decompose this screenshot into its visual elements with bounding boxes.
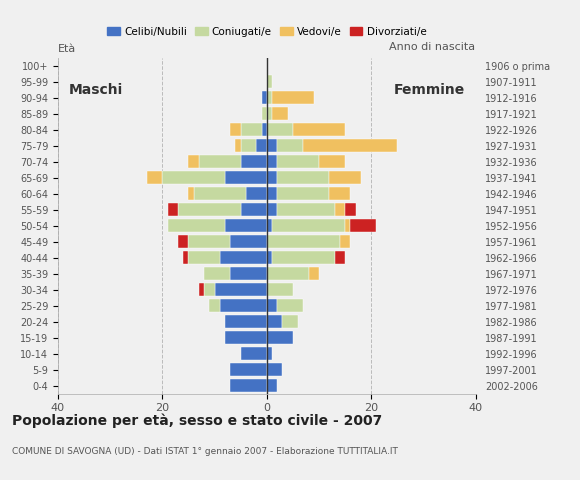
Bar: [204, 267, 230, 280]
Bar: [277, 139, 303, 152]
Bar: [335, 204, 345, 216]
Bar: [188, 235, 230, 248]
Bar: [272, 91, 314, 104]
Bar: [256, 139, 267, 152]
Bar: [262, 123, 267, 136]
Bar: [277, 204, 335, 216]
Bar: [303, 139, 397, 152]
Bar: [267, 219, 272, 232]
Bar: [267, 283, 293, 296]
Bar: [345, 219, 350, 232]
Text: Maschi: Maschi: [68, 83, 123, 96]
Bar: [267, 348, 272, 360]
Bar: [204, 283, 215, 296]
Bar: [225, 171, 267, 184]
Bar: [225, 219, 267, 232]
Bar: [277, 171, 329, 184]
Bar: [267, 204, 277, 216]
Bar: [277, 187, 329, 200]
Bar: [188, 187, 194, 200]
Bar: [220, 300, 267, 312]
Bar: [188, 252, 220, 264]
Bar: [267, 267, 309, 280]
Bar: [350, 219, 376, 232]
Bar: [209, 300, 220, 312]
Bar: [267, 300, 277, 312]
Bar: [178, 204, 241, 216]
Bar: [267, 379, 277, 392]
Bar: [309, 267, 319, 280]
Bar: [168, 219, 225, 232]
Text: Anno di nascita: Anno di nascita: [390, 42, 476, 51]
Bar: [162, 171, 225, 184]
Bar: [267, 331, 293, 344]
Bar: [168, 204, 178, 216]
Bar: [241, 156, 267, 168]
Text: Femmine: Femmine: [394, 83, 465, 96]
Bar: [262, 108, 267, 120]
Bar: [329, 187, 350, 200]
Text: Popolazione per età, sesso e stato civile - 2007: Popolazione per età, sesso e stato civil…: [12, 413, 382, 428]
Bar: [277, 300, 303, 312]
Bar: [277, 156, 319, 168]
Bar: [335, 252, 345, 264]
Bar: [215, 283, 267, 296]
Bar: [267, 75, 272, 88]
Bar: [282, 315, 298, 328]
Bar: [183, 252, 188, 264]
Bar: [319, 156, 345, 168]
Text: COMUNE DI SAVOGNA (UD) - Dati ISTAT 1° gennaio 2007 - Elaborazione TUTTITALIA.IT: COMUNE DI SAVOGNA (UD) - Dati ISTAT 1° g…: [12, 446, 397, 456]
Bar: [241, 348, 267, 360]
Bar: [272, 108, 288, 120]
Bar: [267, 187, 277, 200]
Bar: [267, 171, 277, 184]
Bar: [267, 252, 272, 264]
Bar: [241, 123, 262, 136]
Bar: [267, 315, 282, 328]
Bar: [178, 235, 188, 248]
Bar: [199, 156, 241, 168]
Bar: [345, 204, 356, 216]
Bar: [241, 139, 256, 152]
Bar: [267, 139, 277, 152]
Bar: [267, 123, 293, 136]
Bar: [246, 187, 267, 200]
Bar: [147, 171, 162, 184]
Bar: [267, 91, 272, 104]
Bar: [241, 204, 267, 216]
Legend: Celibi/Nubili, Coniugati/e, Vedovi/e, Divorziati/e: Celibi/Nubili, Coniugati/e, Vedovi/e, Di…: [103, 23, 430, 41]
Bar: [188, 156, 199, 168]
Bar: [194, 187, 246, 200]
Bar: [293, 123, 345, 136]
Bar: [230, 379, 267, 392]
Bar: [199, 283, 204, 296]
Bar: [230, 363, 267, 376]
Bar: [267, 235, 340, 248]
Bar: [272, 252, 335, 264]
Bar: [272, 219, 345, 232]
Bar: [235, 139, 241, 152]
Bar: [267, 156, 277, 168]
Bar: [340, 235, 350, 248]
Bar: [230, 123, 241, 136]
Bar: [262, 91, 267, 104]
Bar: [220, 252, 267, 264]
Bar: [230, 235, 267, 248]
Bar: [225, 331, 267, 344]
Bar: [267, 108, 272, 120]
Bar: [329, 171, 361, 184]
Bar: [225, 315, 267, 328]
Bar: [267, 363, 282, 376]
Text: Età: Età: [58, 45, 76, 54]
Bar: [230, 267, 267, 280]
